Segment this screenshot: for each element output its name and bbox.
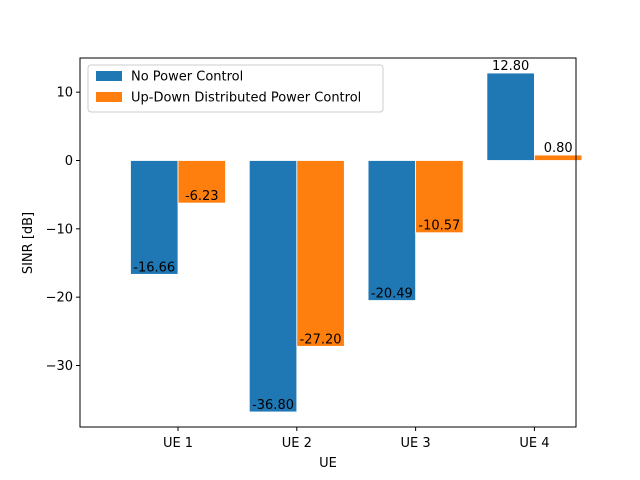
x-axis-label: UE <box>319 456 337 471</box>
data-label-up-down-distributed-3: -10.57 <box>418 219 460 234</box>
data-label-up-down-distributed-2: -27.20 <box>300 332 342 347</box>
y-tick-label: 10 <box>56 86 73 101</box>
x-ticks-group: UE 1 UE 2 UE 3 UE 4 <box>163 427 549 451</box>
plot-frame <box>79 57 577 428</box>
data-labels-group: -16.66 -36.80 -20.49 12.80 -6.23 -27.20 -10.57… <box>133 59 572 413</box>
bar-up-down-distributed-3 <box>415 160 464 234</box>
bars-group <box>130 72 583 413</box>
data-label-no-power-control-4: 12.80 <box>492 59 529 74</box>
x-tick-label: UE 3 <box>401 436 431 451</box>
legend-label-up-down-distributed: Up-Down Distributed Power Control <box>131 91 361 106</box>
y-tick-label: −20 <box>46 291 73 306</box>
y-tick-label: −10 <box>46 222 73 237</box>
data-label-no-power-control-3: -20.49 <box>371 287 413 302</box>
bar-no-power-control-1 <box>130 160 179 275</box>
y-axis-label: SINR [dB] <box>21 212 36 274</box>
x-tick-label: UE 2 <box>282 436 312 451</box>
y-ticks-group: −30 −20 −10 0 10 <box>46 86 80 374</box>
bar-up-down-distributed-2 <box>296 160 345 347</box>
data-label-no-power-control-1: -16.66 <box>133 260 175 275</box>
bar-no-power-control-4 <box>486 72 535 161</box>
data-label-no-power-control-2: -36.80 <box>252 398 294 413</box>
data-label-up-down-distributed-4: 0.80 <box>544 141 573 156</box>
data-label-up-down-distributed-1: -6.23 <box>185 189 219 204</box>
y-tick-label: −30 <box>46 359 73 374</box>
legend-box <box>87 64 384 113</box>
y-tick-label: 0 <box>65 154 73 169</box>
legend-label-no-power-control: No Power Control <box>131 70 243 85</box>
legend-swatch-no-power-control <box>96 71 122 81</box>
x-tick-label: UE 1 <box>163 436 193 451</box>
bar-no-power-control-3 <box>367 160 417 301</box>
bar-up-down-distributed-1 <box>177 160 226 204</box>
legend-swatch-up-down-distributed <box>96 92 122 102</box>
bar-no-power-control-2 <box>248 160 298 413</box>
bar-up-down-distributed-4 <box>534 154 583 161</box>
x-tick-label: UE 4 <box>519 436 549 451</box>
legend: No Power Control Up-Down Distributed Powe… <box>87 64 384 113</box>
